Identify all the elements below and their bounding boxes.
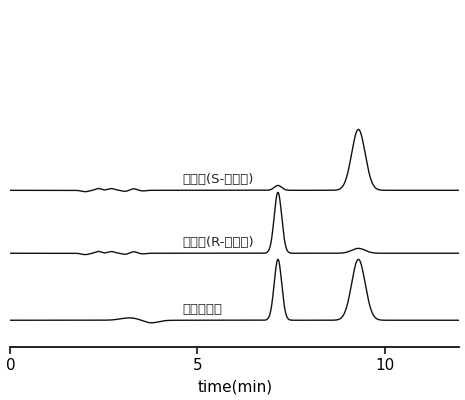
X-axis label: time(min): time(min) <box>197 379 272 394</box>
Text: 提余液(S-异构体): 提余液(S-异构体) <box>183 173 254 186</box>
Text: 外消旋样品: 外消旋样品 <box>183 302 223 316</box>
Text: 提取液(R-异构体): 提取液(R-异构体) <box>183 236 254 248</box>
